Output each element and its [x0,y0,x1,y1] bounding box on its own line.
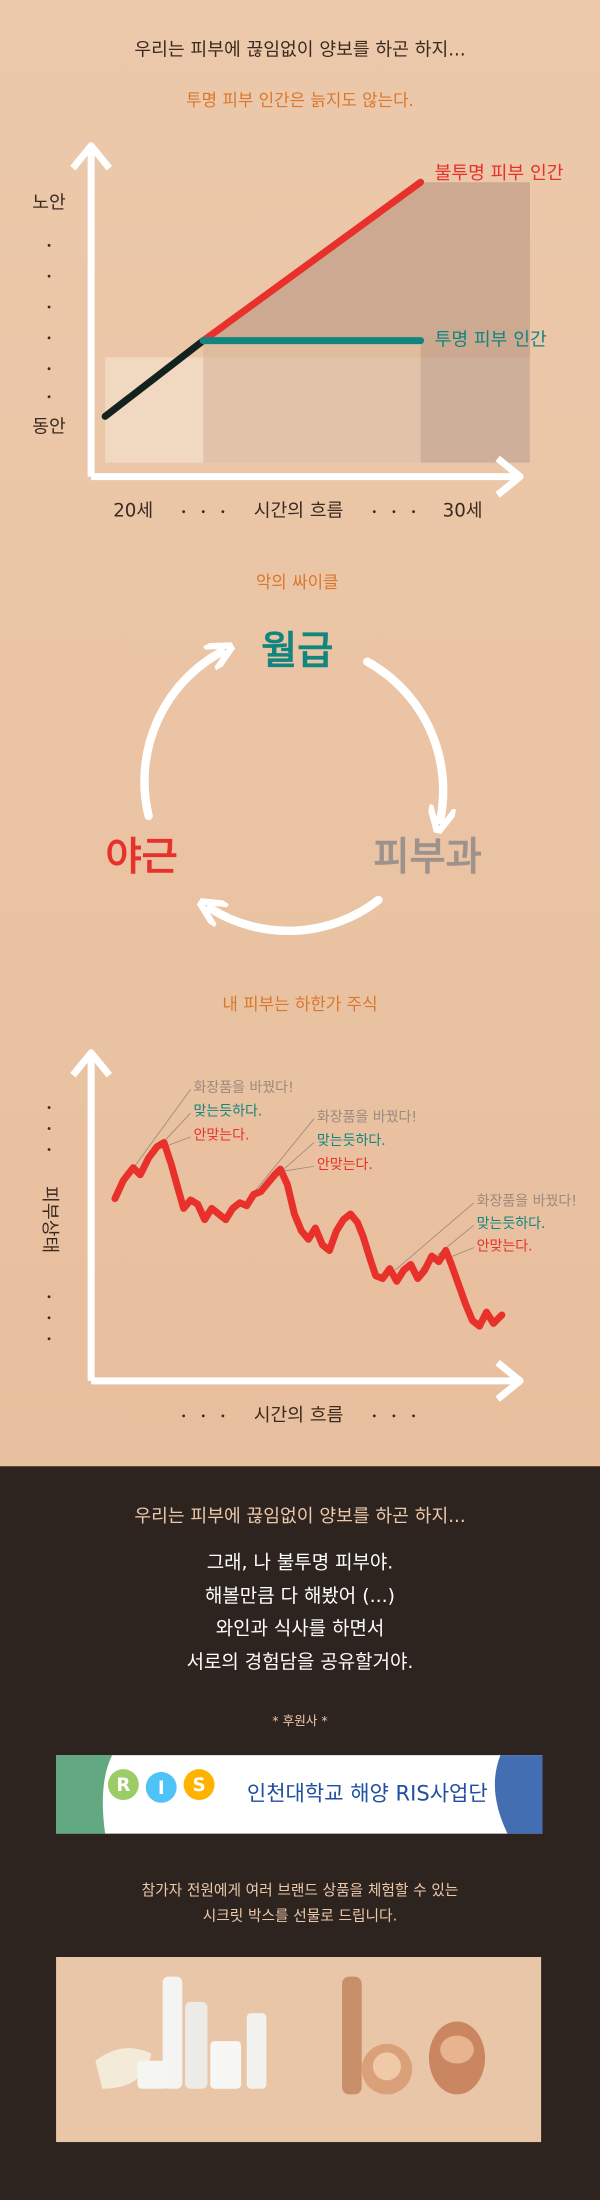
aging-chart: 불투명 피부 인간 투명 피부 인간 노안 동안 20세 시간의 흐름 30세 [32,142,564,522]
banner-deco [56,1755,113,1834]
stock-chart: 내 피부는 하한가 주식 피부상태 화장품을 바꿨다! 맞는듯하다. 안맞는다.… [39,994,577,1426]
label-opaque: 불투명 피부 인간 [435,163,564,184]
line-opaque [199,178,425,345]
x-label: 시간의 흐름 [254,501,344,522]
cycle-node: 피부과 [373,835,481,880]
header-title: 우리는 피부에 끊임없이 양보를 하곤 하지... [134,39,465,60]
cycle-node: 월급 [261,629,333,674]
chart2-title: 내 피부는 하한가 주식 [222,994,377,1014]
x-arrow [495,1359,524,1402]
annotation: 화장품을 바꿨다! [193,1080,293,1096]
annotation: 안맞는다. [193,1128,249,1144]
annotation: 안맞는다. [317,1157,373,1173]
banner-deco [494,1755,543,1834]
letter-badge [107,1769,139,1801]
vicious-cycle: 악의 싸이클 월급 피부과 야근 [105,572,482,936]
x-dots [182,1414,415,1418]
sponsor-name: 인천대학교 해양 RIS사업단 [247,1780,488,1805]
cycle-arrow [140,652,221,821]
x-arrow [495,455,524,498]
cycle-title: 악의 싸이클 [256,572,339,592]
y-bottom-label: 동안 [32,417,66,438]
skin-line [111,1139,506,1330]
annotation: 맞는듯하다. [317,1133,386,1149]
sponsor-label: * 후원사 * [272,1713,327,1728]
sponsor-letter: R [116,1775,130,1796]
header-subtitle: 투명 피부 인간은 늙지도 않는다. [186,90,414,110]
area-gap [203,182,530,463]
area-clear [203,340,421,463]
y-arrow [70,142,113,171]
gift-line: 시크릿 박스를 선물로 드립니다. [203,1907,398,1924]
jar-shine [372,2052,401,2081]
annotation: 안맞는다. [477,1238,533,1254]
bottle [162,1976,183,2089]
bottle [185,2001,208,2089]
y-dots [47,243,51,399]
footer-line: 서로의 경험담을 공유할거야. [187,1651,414,1673]
banner-bg [56,1755,543,1834]
x-dots [182,510,415,514]
product-photo [56,1957,542,2143]
letter-badge [145,1771,177,1803]
footer-intro: 우리는 피부에 끊임없이 양보를 하곤 하지... [134,1506,465,1527]
annotation: 화장품을 바꿨다! [477,1193,577,1209]
tube [246,2013,267,2089]
cycle-arrow [210,895,383,936]
annotation: 맞는듯하다. [477,1216,546,1232]
footer-line: 해볼만큼 다 해봤어 (...) [205,1585,395,1607]
footer-line: 와인과 식사를 하면서 [216,1617,385,1639]
label-clear: 투명 피부 인간 [435,330,547,351]
sponsor-banner: R I S 인천대학교 해양 RIS사업단 [56,1755,543,1834]
cycle-node: 야근 [105,835,177,880]
y-dots [47,1106,51,1341]
sponsor-letter: I [158,1778,165,1799]
x-start-label: 20세 [113,501,153,522]
footer-line: 그래, 나 불투명 피부야. [207,1552,394,1574]
y-label: 피부상태 [39,1186,60,1253]
bottle [342,1976,362,2095]
jar [210,2041,242,2089]
annotation: 맞는듯하다. [193,1104,262,1120]
annotation: 화장품을 바꿨다! [317,1109,417,1125]
jar [137,2060,169,2089]
x-label: 시간의 흐름 [254,1405,344,1426]
jar-shine [440,2035,474,2064]
y-top-label: 노안 [32,192,66,213]
line-young [101,337,207,420]
letter-badge [183,1769,215,1801]
cycle-arrow [363,657,443,820]
sponsor-letter: S [193,1775,206,1796]
gift-line: 참가자 전원에게 여러 브랜드 상품을 체험할 수 있는 [142,1882,459,1899]
x-end-label: 30세 [443,501,483,522]
y-arrow [70,1049,113,1078]
